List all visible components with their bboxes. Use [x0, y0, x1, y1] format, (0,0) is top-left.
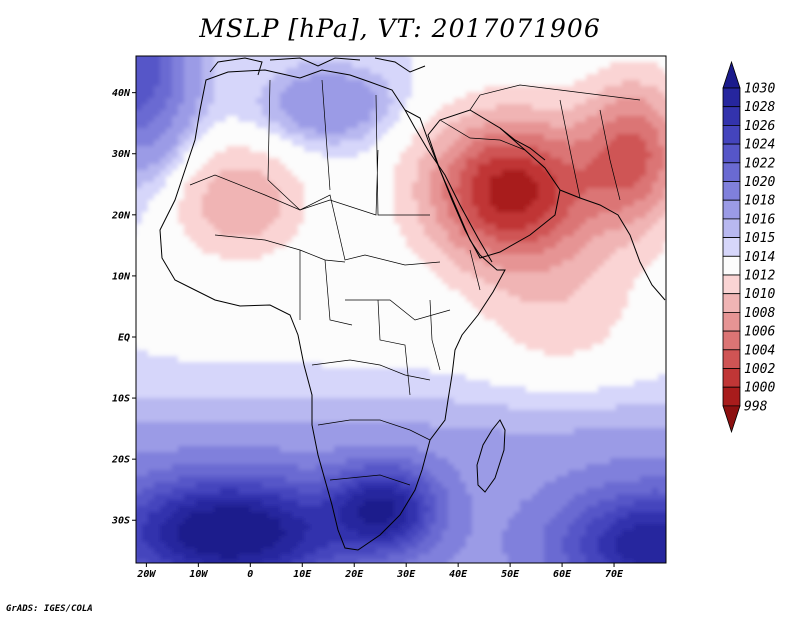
colorbar-box — [722, 349, 741, 369]
colorbar-label: 1015 — [744, 231, 775, 246]
colorbar-label: 1020 — [744, 175, 775, 190]
colorbar-label: 1028 — [744, 100, 775, 115]
y-axis: 40N 30N 20N 10N EQ 10S 20S 30S — [111, 88, 136, 527]
y-tick-label: 20S — [111, 455, 130, 466]
colorbar-label: 1030 — [744, 82, 775, 97]
x-tick-label: 20E — [344, 569, 364, 580]
plot-frame — [135, 55, 667, 564]
x-tick-label: 50E — [501, 569, 520, 580]
colorbar-box — [722, 143, 741, 164]
colorbar-box — [722, 125, 741, 145]
colorbar-label: 1014 — [744, 250, 775, 265]
y-tick-label: 40N — [112, 88, 131, 99]
pressure-field — [136, 56, 666, 563]
colorbar-label: 1016 — [744, 212, 775, 227]
colorbar-box — [722, 87, 741, 108]
x-tick-label: 70E — [605, 569, 624, 580]
colorbar-box — [722, 199, 741, 220]
colorbar-box — [722, 293, 741, 313]
colorbar-box — [722, 162, 741, 182]
colorbar-box — [722, 368, 741, 388]
colorbar-label: 1018 — [744, 194, 775, 209]
colorbar-label: 1008 — [744, 306, 775, 321]
colorbar-bottom-arrow — [722, 405, 741, 434]
colorbar-label: 1006 — [744, 325, 775, 340]
colorbar-box — [722, 106, 741, 126]
colorbar-box — [722, 274, 741, 295]
x-axis: 20W 10W 0 10E 20E 30E 40E 50E 60E 70E — [136, 563, 624, 580]
colorbar-box — [722, 386, 741, 407]
coastlines — [159, 57, 666, 551]
chart-title: MSLP [hPa], VT: 2017071906 — [199, 14, 601, 43]
y-tick-label: EQ — [118, 332, 130, 343]
y-tick-label: 20N — [111, 210, 131, 221]
grads-credit: GrADS: IGES/COLA — [6, 604, 93, 614]
y-tick-label: 10N — [112, 271, 131, 282]
colorbar: 1030 1028 1026 1024 1022 1020 1018 1016 1015 1014… — [722, 60, 775, 434]
colorbar-label: 1004 — [744, 343, 775, 358]
colorbar-box — [722, 311, 741, 332]
x-tick-label: 60E — [553, 569, 572, 580]
colorbar-label: 1026 — [744, 119, 775, 134]
colorbar-label: 1022 — [744, 156, 775, 171]
country-borders — [189, 79, 641, 486]
x-tick-label: 20W — [136, 569, 156, 580]
x-tick-label: 10W — [189, 569, 208, 580]
colorbar-label: 1024 — [744, 138, 775, 153]
colorbar-top-arrow — [722, 60, 741, 89]
colorbar-box — [722, 218, 741, 238]
colorbar-label: 1012 — [744, 269, 775, 284]
y-tick-label: 30S — [111, 516, 130, 527]
x-tick-label: 0 — [247, 569, 253, 580]
x-tick-label: 40E — [449, 569, 468, 580]
colorbar-box — [722, 181, 741, 201]
colorbar-label: 1002 — [744, 362, 775, 377]
colorbar-label: 998 — [744, 399, 768, 414]
y-tick-label: 30N — [111, 149, 131, 160]
colorbar-box — [722, 237, 741, 257]
y-tick-label: 10S — [112, 394, 130, 405]
colorbar-box — [722, 255, 741, 276]
colorbar-label: 1010 — [744, 287, 775, 302]
colorbar-box — [722, 330, 741, 351]
x-tick-label: 30E — [396, 569, 416, 580]
colorbar-label: 1000 — [744, 381, 775, 396]
x-tick-label: 10E — [293, 569, 312, 580]
